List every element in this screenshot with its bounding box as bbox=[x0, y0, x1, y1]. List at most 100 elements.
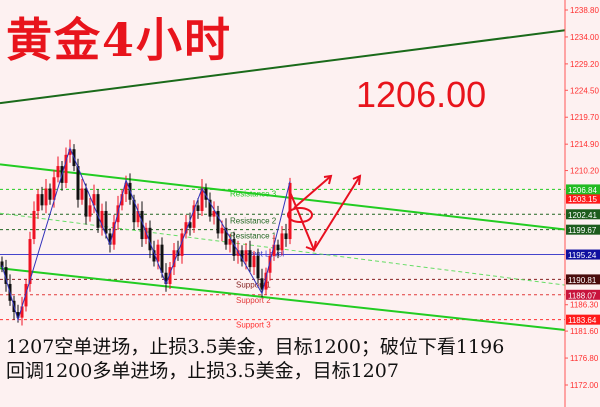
price-tag-label: 1206.84 bbox=[568, 186, 597, 195]
arrow-head-icon bbox=[323, 174, 333, 185]
candle-body bbox=[24, 283, 28, 307]
trade-note-1: 1207空单进场，止损3.5美金，目标1200；破位下看1196 bbox=[6, 336, 505, 358]
trendline bbox=[0, 212, 566, 286]
candle-body bbox=[276, 244, 280, 251]
candle-body bbox=[216, 210, 220, 234]
candle-body bbox=[188, 222, 192, 228]
target-price: 1206.00 bbox=[356, 74, 487, 115]
trendline bbox=[0, 163, 566, 231]
axis-tick-label: 1229.20 bbox=[570, 60, 599, 69]
trendline bbox=[0, 29, 566, 105]
axis-tick-label: 1238.80 bbox=[570, 6, 599, 15]
level-label: Resistance 2 bbox=[230, 216, 277, 225]
candle-body bbox=[244, 250, 248, 262]
candle-body bbox=[248, 250, 252, 268]
price-tag-label: 1203.15 bbox=[568, 195, 597, 204]
zigzag-line bbox=[1, 146, 291, 322]
candle-body bbox=[164, 272, 168, 284]
candle-body bbox=[68, 149, 72, 155]
level-label: Resistance 1 bbox=[230, 232, 277, 241]
candle-body bbox=[228, 239, 232, 245]
candle-body bbox=[264, 272, 268, 290]
candle-body bbox=[284, 233, 288, 240]
candle-body bbox=[160, 244, 164, 273]
candle-body bbox=[20, 306, 24, 318]
candle-body bbox=[88, 205, 92, 217]
price-tag-label: 1202.41 bbox=[568, 211, 597, 220]
candle-body bbox=[136, 210, 140, 223]
candle-body bbox=[236, 250, 240, 256]
price-tag-label: 1195.24 bbox=[568, 251, 597, 260]
axis-tick-label: 1181.60 bbox=[570, 327, 599, 336]
candle-body bbox=[204, 188, 208, 200]
axis-tick-label: 1234.00 bbox=[570, 33, 599, 42]
candle-body bbox=[256, 255, 260, 279]
candle-body bbox=[280, 233, 284, 251]
candle-body bbox=[192, 205, 196, 228]
candle-body bbox=[48, 188, 52, 200]
candle-body bbox=[56, 166, 60, 178]
trade-note-2: 回调1200多单进场，止损3.5美金，目标1207 bbox=[6, 360, 399, 382]
candle-body bbox=[252, 255, 256, 268]
candle-body bbox=[84, 188, 88, 217]
candle-body bbox=[224, 227, 228, 245]
candle-body bbox=[52, 177, 56, 200]
candle-body bbox=[32, 210, 36, 240]
price-tag-label: 1183.64 bbox=[568, 316, 597, 325]
candle-body bbox=[156, 244, 160, 262]
price-tag-label: 1188.07 bbox=[568, 291, 597, 300]
candle-body bbox=[104, 210, 108, 234]
candle-body bbox=[200, 188, 204, 211]
candle-body bbox=[196, 205, 200, 211]
highlight-ellipse bbox=[287, 207, 313, 223]
candle-body bbox=[132, 199, 136, 223]
price-tag-label: 1199.67 bbox=[568, 226, 597, 235]
candle-body bbox=[28, 239, 32, 284]
price-tag bbox=[566, 314, 600, 325]
level-label: Pivot Level bbox=[245, 250, 284, 259]
candle-body bbox=[208, 199, 212, 217]
axis-tick-label: 1224.50 bbox=[570, 86, 599, 95]
price-tag-label: 1190.81 bbox=[568, 276, 597, 285]
axis-tick-label: 1214.90 bbox=[570, 140, 599, 149]
price-tag bbox=[566, 274, 600, 285]
forecast-arrow-short bbox=[293, 175, 332, 209]
candle-body bbox=[212, 210, 216, 217]
candle-body bbox=[220, 227, 224, 234]
price-tag bbox=[566, 249, 600, 260]
axis-tick-label: 1176.80 bbox=[570, 354, 599, 363]
candle-body bbox=[16, 312, 20, 318]
candle-body bbox=[172, 250, 176, 268]
candle-body bbox=[240, 250, 244, 262]
candle-body bbox=[124, 182, 128, 195]
forecast-arrow-path bbox=[289, 175, 361, 253]
candle-body bbox=[144, 227, 148, 240]
candle-body bbox=[272, 244, 276, 256]
axis-tick-label: 1186.30 bbox=[570, 301, 599, 310]
candle-body bbox=[268, 255, 272, 273]
candle-body bbox=[112, 222, 116, 245]
candle-body bbox=[184, 222, 188, 234]
candle-body bbox=[4, 267, 8, 284]
candle-body bbox=[152, 250, 156, 262]
price-tag bbox=[566, 193, 600, 204]
level-label: Support 2 bbox=[236, 296, 271, 305]
candle-body bbox=[120, 194, 124, 206]
price-tag bbox=[566, 224, 600, 235]
axis-tick-label: 1172.00 bbox=[570, 381, 599, 390]
axis-tick-label: 1210.20 bbox=[570, 167, 599, 176]
candle-body bbox=[180, 233, 184, 256]
price-tag bbox=[566, 184, 600, 195]
price-tag bbox=[566, 209, 600, 220]
price-tag bbox=[566, 289, 600, 300]
trendline bbox=[0, 267, 566, 331]
candle-body bbox=[108, 233, 112, 245]
arrow-head-icon bbox=[305, 240, 317, 252]
candle-body bbox=[80, 188, 84, 200]
candle-body bbox=[96, 194, 100, 228]
candle-body bbox=[168, 267, 172, 284]
candle-body bbox=[92, 194, 96, 206]
candle-body bbox=[36, 194, 40, 211]
candle-body bbox=[0, 261, 4, 268]
